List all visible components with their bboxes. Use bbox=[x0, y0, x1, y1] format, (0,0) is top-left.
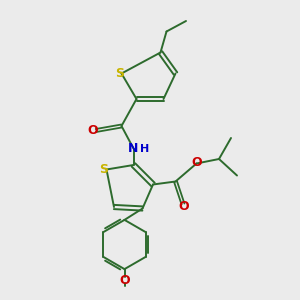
Text: O: O bbox=[87, 124, 98, 137]
Text: S: S bbox=[100, 163, 109, 176]
Text: H: H bbox=[140, 143, 149, 154]
Text: O: O bbox=[178, 200, 189, 214]
Text: O: O bbox=[119, 274, 130, 287]
Text: O: O bbox=[192, 155, 203, 169]
Text: S: S bbox=[116, 67, 124, 80]
Text: N: N bbox=[128, 142, 139, 155]
